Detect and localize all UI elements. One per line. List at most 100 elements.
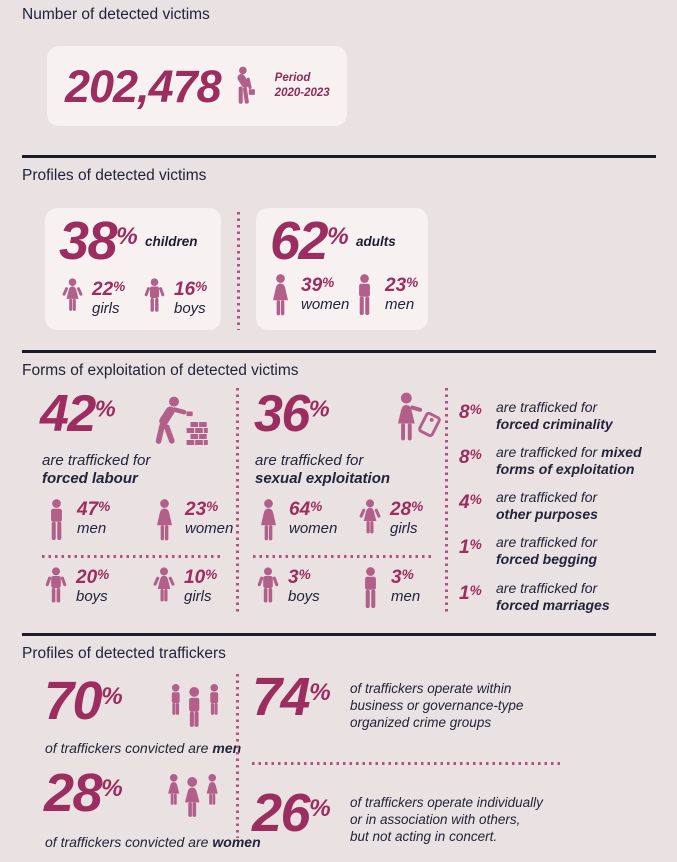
forced-labour-icon — [150, 396, 208, 446]
stat-label: men — [77, 519, 107, 537]
stat-value: 28% — [390, 499, 424, 520]
stat-value: 20% — [76, 567, 110, 588]
stat-label: men — [391, 587, 421, 605]
dotted-divider-horizontal — [252, 762, 562, 765]
tagged-woman-icon — [388, 392, 442, 452]
other-value: 4% — [459, 492, 482, 513]
stat-label: men — [385, 295, 415, 313]
individual-traffickers-percentage: 26% — [252, 783, 331, 843]
caption-women-convicted: of traffickers convicted are women — [45, 834, 261, 850]
other-exploitation-item: 1% are trafficked for forced begging — [459, 534, 677, 568]
boy-icon — [44, 566, 68, 608]
stat-sex-women: 64% women — [256, 498, 337, 542]
stat-label: girls — [184, 587, 212, 605]
man-icon — [352, 274, 377, 316]
section-title-exploitation: Forms of exploitation of detected victim… — [22, 362, 299, 379]
stat-women: 39% women — [268, 274, 349, 316]
stat-sex-girls: 28% girls — [358, 498, 423, 540]
other-value: 1% — [459, 537, 482, 558]
woman-icon — [256, 498, 281, 542]
forced-labour-percentage: 42% — [40, 385, 116, 443]
stat-labour-women: 23% women — [152, 498, 233, 542]
adults-percentage: 62% — [270, 211, 349, 271]
woman-icon — [268, 274, 293, 316]
individual-traffickers-text: of traffickers operate individually or i… — [350, 795, 543, 844]
group-traffickers-text: of traffickers operate within business o… — [350, 681, 524, 730]
stat-value: 23% — [185, 499, 219, 520]
stat-label: women — [289, 519, 338, 537]
group-traffickers-percentage: 74% — [252, 667, 331, 727]
stat-label: boys — [174, 299, 206, 317]
stat-value: 64% — [289, 499, 323, 520]
stat-sex-boys: 3% boys — [256, 566, 320, 608]
total-victims-value: 202,478 — [65, 60, 222, 112]
stat-label: women — [301, 295, 350, 313]
adults-card: 62% adults 39% women 23% men — [256, 208, 428, 330]
other-text: are trafficked for forced begging — [496, 534, 598, 567]
total-victims-card: 202,478 Period 2020-2023 — [47, 46, 347, 126]
sexual-exploitation-percentage: 36% — [254, 385, 330, 443]
girl-icon — [358, 498, 382, 540]
boy-icon — [256, 566, 280, 608]
stat-boys: 16% boys — [143, 278, 207, 319]
stat-value: 47% — [77, 499, 111, 520]
stat-label: girls — [390, 519, 418, 537]
period-value: 2020-2023 — [274, 87, 330, 99]
other-exploitation-item: 8% are trafficked for forced criminality — [459, 399, 677, 433]
stat-sex-men: 3% men — [358, 566, 420, 610]
girl-icon — [152, 566, 176, 608]
section-title-trafficker-profiles: Profiles of detected traffickers — [22, 645, 226, 662]
stat-labour-men: 47% men — [44, 498, 110, 542]
women-group-icon — [166, 774, 220, 822]
stat-labour-girls: 10% girls — [152, 566, 217, 608]
other-value: 1% — [459, 583, 482, 604]
other-value: 8% — [459, 447, 482, 468]
stat-value: 16% — [174, 279, 208, 300]
section-title-detected-victims: Number of detected victims — [22, 6, 210, 23]
dotted-divider-horizontal — [42, 555, 220, 558]
stat-value: 10% — [184, 567, 218, 588]
period-label: Period — [274, 72, 311, 85]
boy-icon — [143, 278, 166, 316]
other-exploitation-item: 1% are trafficked for forced marriages — [459, 580, 677, 614]
adults-label: adults — [356, 234, 396, 249]
dotted-divider-vertical — [236, 388, 239, 614]
other-text: are trafficked for other purposes — [496, 489, 598, 522]
other-value: 8% — [459, 402, 482, 423]
stat-value: 23% — [385, 275, 419, 296]
period-text: Period 2020-2023 — [275, 71, 330, 101]
other-text: are trafficked for forced criminality — [496, 399, 613, 432]
stat-labour-boys: 20% boys — [44, 566, 109, 608]
other-text: are trafficked for mixed forms of exploit… — [496, 444, 642, 477]
stat-value: 3% — [288, 567, 311, 588]
stat-value: 3% — [391, 567, 414, 588]
stat-men: 23% men — [352, 274, 418, 316]
sexual-exploitation-caption: are trafficked for sexual exploitation — [255, 452, 391, 487]
dotted-divider-vertical — [236, 674, 239, 838]
other-exploitation-item: 4% are trafficked for other purposes — [459, 489, 677, 523]
stat-label: girls — [92, 299, 120, 317]
man-icon — [358, 566, 383, 610]
forced-labour-caption: are trafficked for forced labour — [42, 452, 151, 487]
section-divider — [22, 350, 656, 353]
children-percentage: 38% — [59, 211, 138, 271]
girl-icon — [61, 278, 84, 316]
dotted-divider-vertical — [237, 212, 240, 330]
stat-value: 39% — [301, 275, 335, 296]
other-exploitation-item: 8% are trafficked for mixed forms of expl… — [459, 444, 677, 478]
section-title-victim-profiles: Profiles of detected victims — [22, 167, 207, 184]
women-convicted-percentage: 28% — [44, 763, 123, 823]
stat-label: boys — [76, 587, 108, 605]
other-text: are trafficked for forced marriages — [496, 580, 610, 613]
stat-girls: 22% girls — [61, 278, 125, 319]
section-divider — [22, 633, 656, 636]
dotted-divider-horizontal — [253, 555, 431, 558]
men-group-icon — [168, 684, 222, 732]
stat-label: women — [185, 519, 234, 537]
caption-men-convicted: of traffickers convicted are men — [45, 740, 242, 756]
dotted-divider-vertical — [445, 388, 448, 614]
section-divider — [22, 155, 656, 158]
stat-value: 22% — [92, 279, 126, 300]
bowing-person-icon — [234, 66, 262, 106]
